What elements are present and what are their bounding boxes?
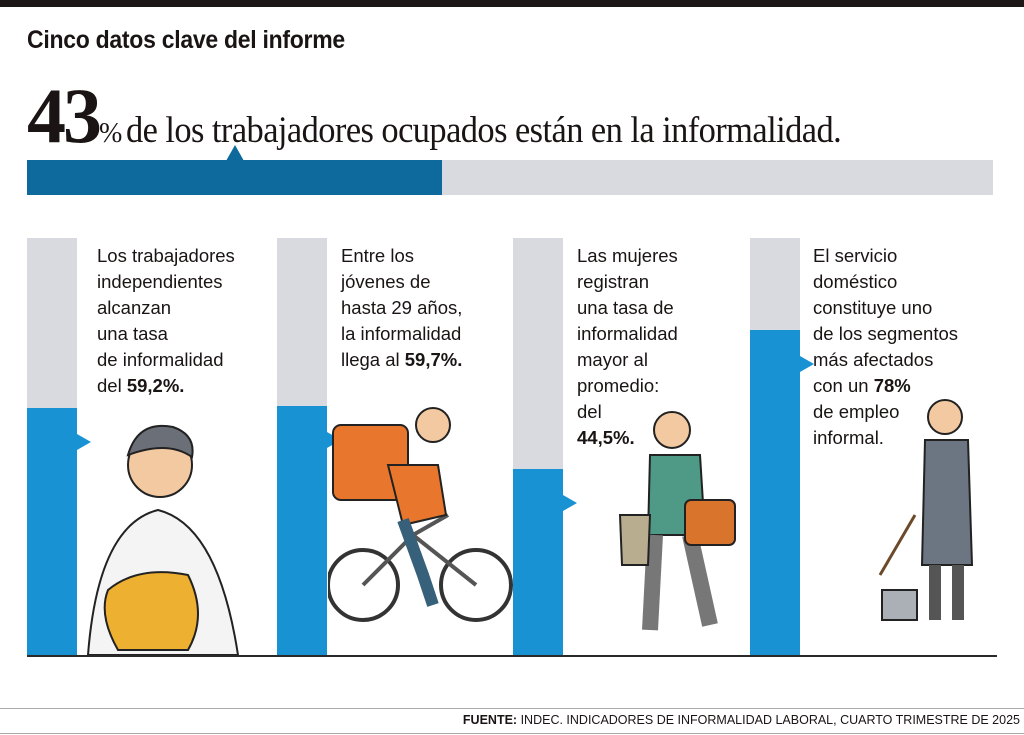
headline: 43% de los trabajadores ocupados están e… [27, 77, 895, 155]
fact-line: Las mujeres [577, 245, 678, 266]
fact-value: 59,2%. [126, 375, 185, 396]
bar-track [27, 238, 91, 655]
fact-line: de informalidad [97, 349, 224, 370]
fact-line: constituye uno [813, 297, 933, 318]
fact-text: El servicio doméstico constituye uno de los… [813, 243, 988, 451]
fact-line: alcanzan [97, 297, 172, 318]
source-footer: FUENTE: INDEC. INDICADORES DE INFORMALID… [0, 708, 1024, 734]
page-title: Cinco datos clave del informe [27, 26, 345, 54]
bar-fill [513, 469, 577, 655]
fact-line: una tasa [97, 323, 168, 344]
fact-line: informal. [813, 427, 884, 448]
fact-line: una tasa de [577, 297, 674, 318]
fact-line: El servicio [813, 245, 898, 266]
fact-line: del [97, 375, 127, 396]
fact-value: 78% [873, 375, 911, 396]
fact-value: 44,5%. [577, 427, 635, 448]
bar-fill [27, 408, 91, 655]
fact-line: la informalidad [341, 323, 462, 344]
fact-line: doméstico [813, 271, 898, 292]
pointer-marker [226, 145, 244, 161]
fact-line: Los trabajadores [97, 245, 235, 266]
worker-with-tools-illustration [86, 424, 240, 655]
bar-fill [277, 406, 341, 655]
fact-line: llega al [341, 349, 405, 370]
overall-bar-fill [27, 160, 443, 195]
bar-track [277, 238, 341, 655]
source-label: FUENTE: [462, 713, 518, 727]
fact-line: promedio: [577, 375, 660, 396]
fact-line: del [577, 401, 602, 422]
fact-text: Las mujeres registran una tasa de informali… [577, 243, 752, 451]
cyclist-delivery-illustration [328, 407, 513, 622]
fact-text: Entre los jóvenes de hasta 29 años, la info… [341, 243, 516, 373]
woman-with-bag-illustration [618, 411, 736, 631]
headline-number: 43 [27, 72, 102, 159]
bar-track [513, 238, 577, 655]
fact-line: hasta 29 años, [341, 297, 463, 318]
fact-line: mayor al [577, 349, 648, 370]
top-rule [0, 0, 1024, 7]
fact-line: independientes [97, 271, 223, 292]
fact-line: informalidad [577, 323, 678, 344]
bar-track [750, 238, 814, 655]
fact-line: jóvenes de [341, 271, 431, 292]
fact-line: registran [577, 271, 649, 292]
source-text: INDEC. INDICADORES DE INFORMALIDAD LABOR… [520, 713, 1020, 727]
overall-bar-track [27, 160, 993, 195]
fact-line: Entre los [341, 245, 415, 266]
fact-line: de empleo [813, 401, 900, 422]
bar-fill [750, 329, 814, 655]
fact-line: de los segmentos [813, 323, 959, 344]
fact-value: 59,7%. [404, 349, 463, 370]
chart-baseline [27, 655, 997, 657]
headline-percent-sign: % [99, 118, 123, 149]
fact-line: con un [813, 375, 874, 396]
headline-text: de los trabajadores ocupados están en la… [126, 110, 842, 151]
domestic-worker-illustration [878, 399, 974, 621]
fact-text: Los trabajadores independientes alcanzan un… [97, 243, 272, 399]
fact-line: más afectados [813, 349, 934, 370]
